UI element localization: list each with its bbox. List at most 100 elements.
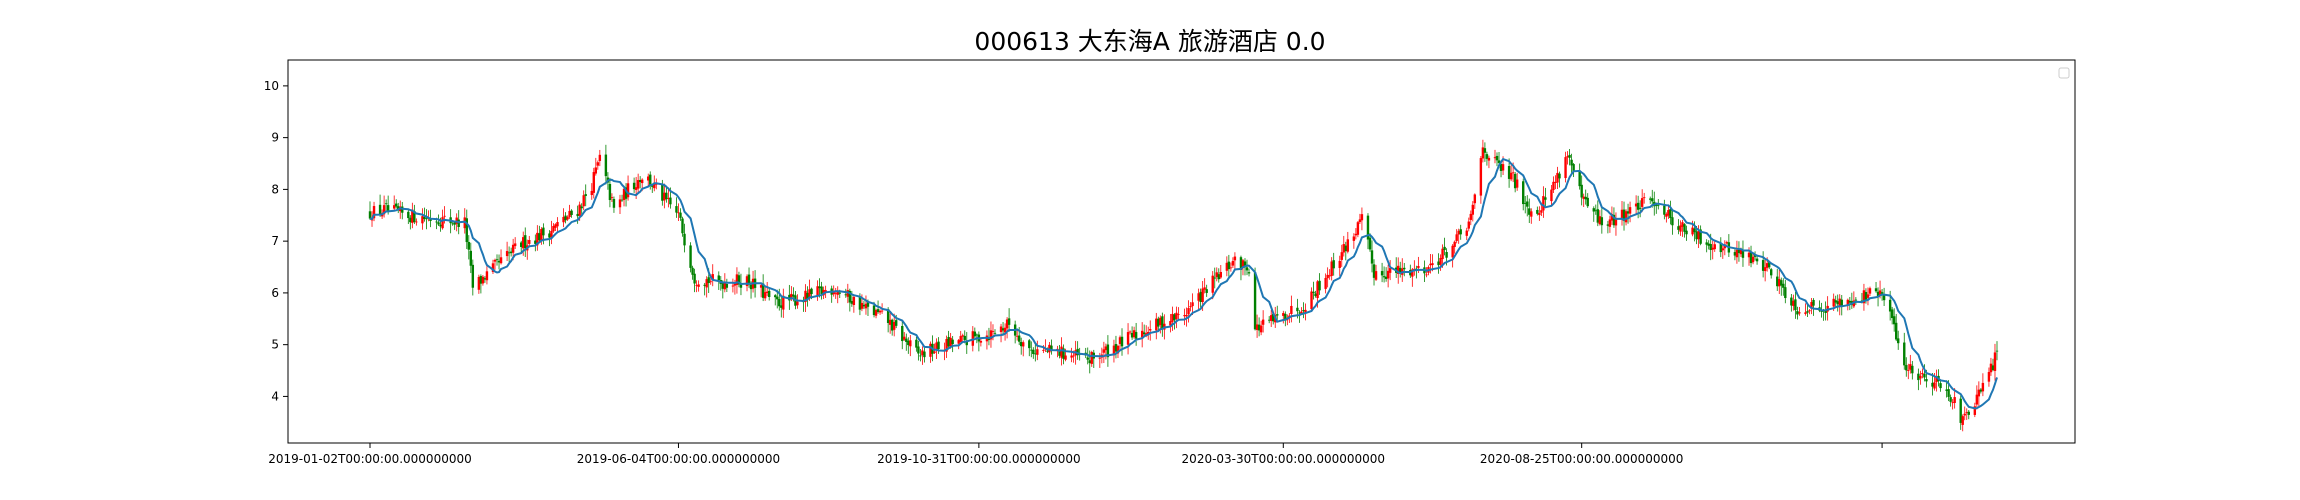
y-tick-label: 10 bbox=[264, 79, 279, 93]
candle-body bbox=[717, 275, 720, 281]
candle bbox=[481, 274, 485, 286]
candles-layer bbox=[368, 139, 1999, 432]
candle bbox=[820, 281, 823, 300]
candle bbox=[584, 184, 587, 207]
candle-body bbox=[1874, 288, 1878, 292]
candle bbox=[1699, 225, 1702, 246]
candle-body bbox=[1003, 327, 1007, 333]
candle-body bbox=[1403, 267, 1406, 270]
candle-body bbox=[1086, 357, 1089, 360]
candle bbox=[378, 194, 382, 217]
candle-body bbox=[1540, 210, 1543, 213]
candle bbox=[1360, 207, 1364, 231]
candle bbox=[465, 209, 468, 249]
candle bbox=[818, 278, 821, 298]
candle bbox=[1290, 295, 1293, 323]
candle-body bbox=[479, 276, 483, 284]
candle-body bbox=[979, 340, 983, 343]
candle-body bbox=[1564, 157, 1567, 179]
candle bbox=[1834, 295, 1837, 309]
candle bbox=[1130, 326, 1134, 340]
candle-body bbox=[1923, 374, 1926, 378]
candle-body bbox=[1568, 154, 1571, 158]
candle-body bbox=[959, 336, 962, 342]
candle bbox=[1679, 220, 1682, 236]
candle bbox=[1257, 317, 1261, 337]
candle-body bbox=[584, 194, 587, 196]
candle bbox=[1790, 293, 1793, 312]
candle-body bbox=[1959, 398, 1962, 423]
candle-body bbox=[1878, 290, 1882, 296]
candle-body bbox=[1187, 308, 1190, 315]
candle-body bbox=[1935, 377, 1938, 383]
candle-body bbox=[1973, 406, 1977, 415]
candle bbox=[1810, 298, 1813, 315]
candle-body bbox=[1979, 389, 1983, 392]
candle bbox=[1951, 399, 1954, 410]
candle bbox=[1177, 307, 1180, 320]
candle-body bbox=[1854, 299, 1858, 301]
candle bbox=[1507, 158, 1511, 188]
moving-average-line bbox=[369, 157, 1998, 410]
candle bbox=[520, 240, 523, 254]
candle-body bbox=[1199, 291, 1202, 303]
candle-body bbox=[667, 198, 670, 199]
candle-body bbox=[778, 299, 781, 307]
candle bbox=[1580, 175, 1583, 206]
candle-body bbox=[469, 250, 473, 266]
candle bbox=[612, 196, 616, 213]
candle bbox=[1374, 264, 1378, 281]
candle-body bbox=[407, 211, 410, 219]
candle-body bbox=[1155, 318, 1158, 331]
candle-body bbox=[1784, 287, 1787, 299]
candle-body bbox=[1417, 266, 1420, 268]
candle bbox=[1600, 207, 1604, 234]
candle-body bbox=[973, 331, 977, 337]
candle bbox=[1370, 240, 1374, 273]
candle-body bbox=[796, 301, 799, 306]
candle bbox=[689, 242, 692, 273]
candle-body bbox=[1257, 324, 1261, 331]
candle-body bbox=[836, 290, 839, 295]
candle bbox=[1963, 406, 1966, 421]
candle bbox=[874, 308, 878, 319]
candle bbox=[1959, 393, 1962, 430]
candle bbox=[1538, 206, 1541, 221]
candle bbox=[1987, 367, 1991, 387]
candle-body bbox=[1342, 244, 1345, 253]
candle-body bbox=[590, 190, 593, 196]
candle-body bbox=[1253, 272, 1257, 330]
candle-body bbox=[675, 206, 678, 213]
candle-body bbox=[1118, 337, 1122, 344]
candle bbox=[951, 335, 954, 353]
candle bbox=[1903, 332, 1906, 370]
candle-body bbox=[1437, 261, 1440, 266]
candle bbox=[1582, 193, 1585, 208]
candle-body bbox=[1481, 147, 1485, 159]
candle-body bbox=[1157, 318, 1160, 327]
candle-body bbox=[1719, 243, 1722, 253]
candle bbox=[1213, 267, 1216, 289]
candle bbox=[1995, 341, 1999, 361]
candle bbox=[965, 332, 968, 354]
candle-body bbox=[681, 218, 684, 234]
candle bbox=[1804, 303, 1807, 316]
candle bbox=[1229, 262, 1233, 272]
candle-body bbox=[1679, 225, 1682, 232]
candle bbox=[959, 330, 962, 345]
candle-body bbox=[1132, 330, 1136, 338]
candle-body bbox=[834, 292, 837, 294]
candle-body bbox=[1318, 280, 1321, 291]
candle bbox=[878, 309, 882, 315]
candle-body bbox=[1443, 246, 1446, 250]
candle-body bbox=[493, 259, 497, 262]
candle bbox=[1528, 198, 1531, 223]
candle-body bbox=[382, 205, 386, 215]
candle-body bbox=[1888, 299, 1892, 312]
candle bbox=[1356, 221, 1360, 238]
candle bbox=[1467, 217, 1470, 232]
candle bbox=[1247, 268, 1251, 277]
candle-body bbox=[1796, 311, 1799, 315]
candle-body bbox=[1134, 332, 1138, 339]
candle-body bbox=[1015, 335, 1019, 337]
